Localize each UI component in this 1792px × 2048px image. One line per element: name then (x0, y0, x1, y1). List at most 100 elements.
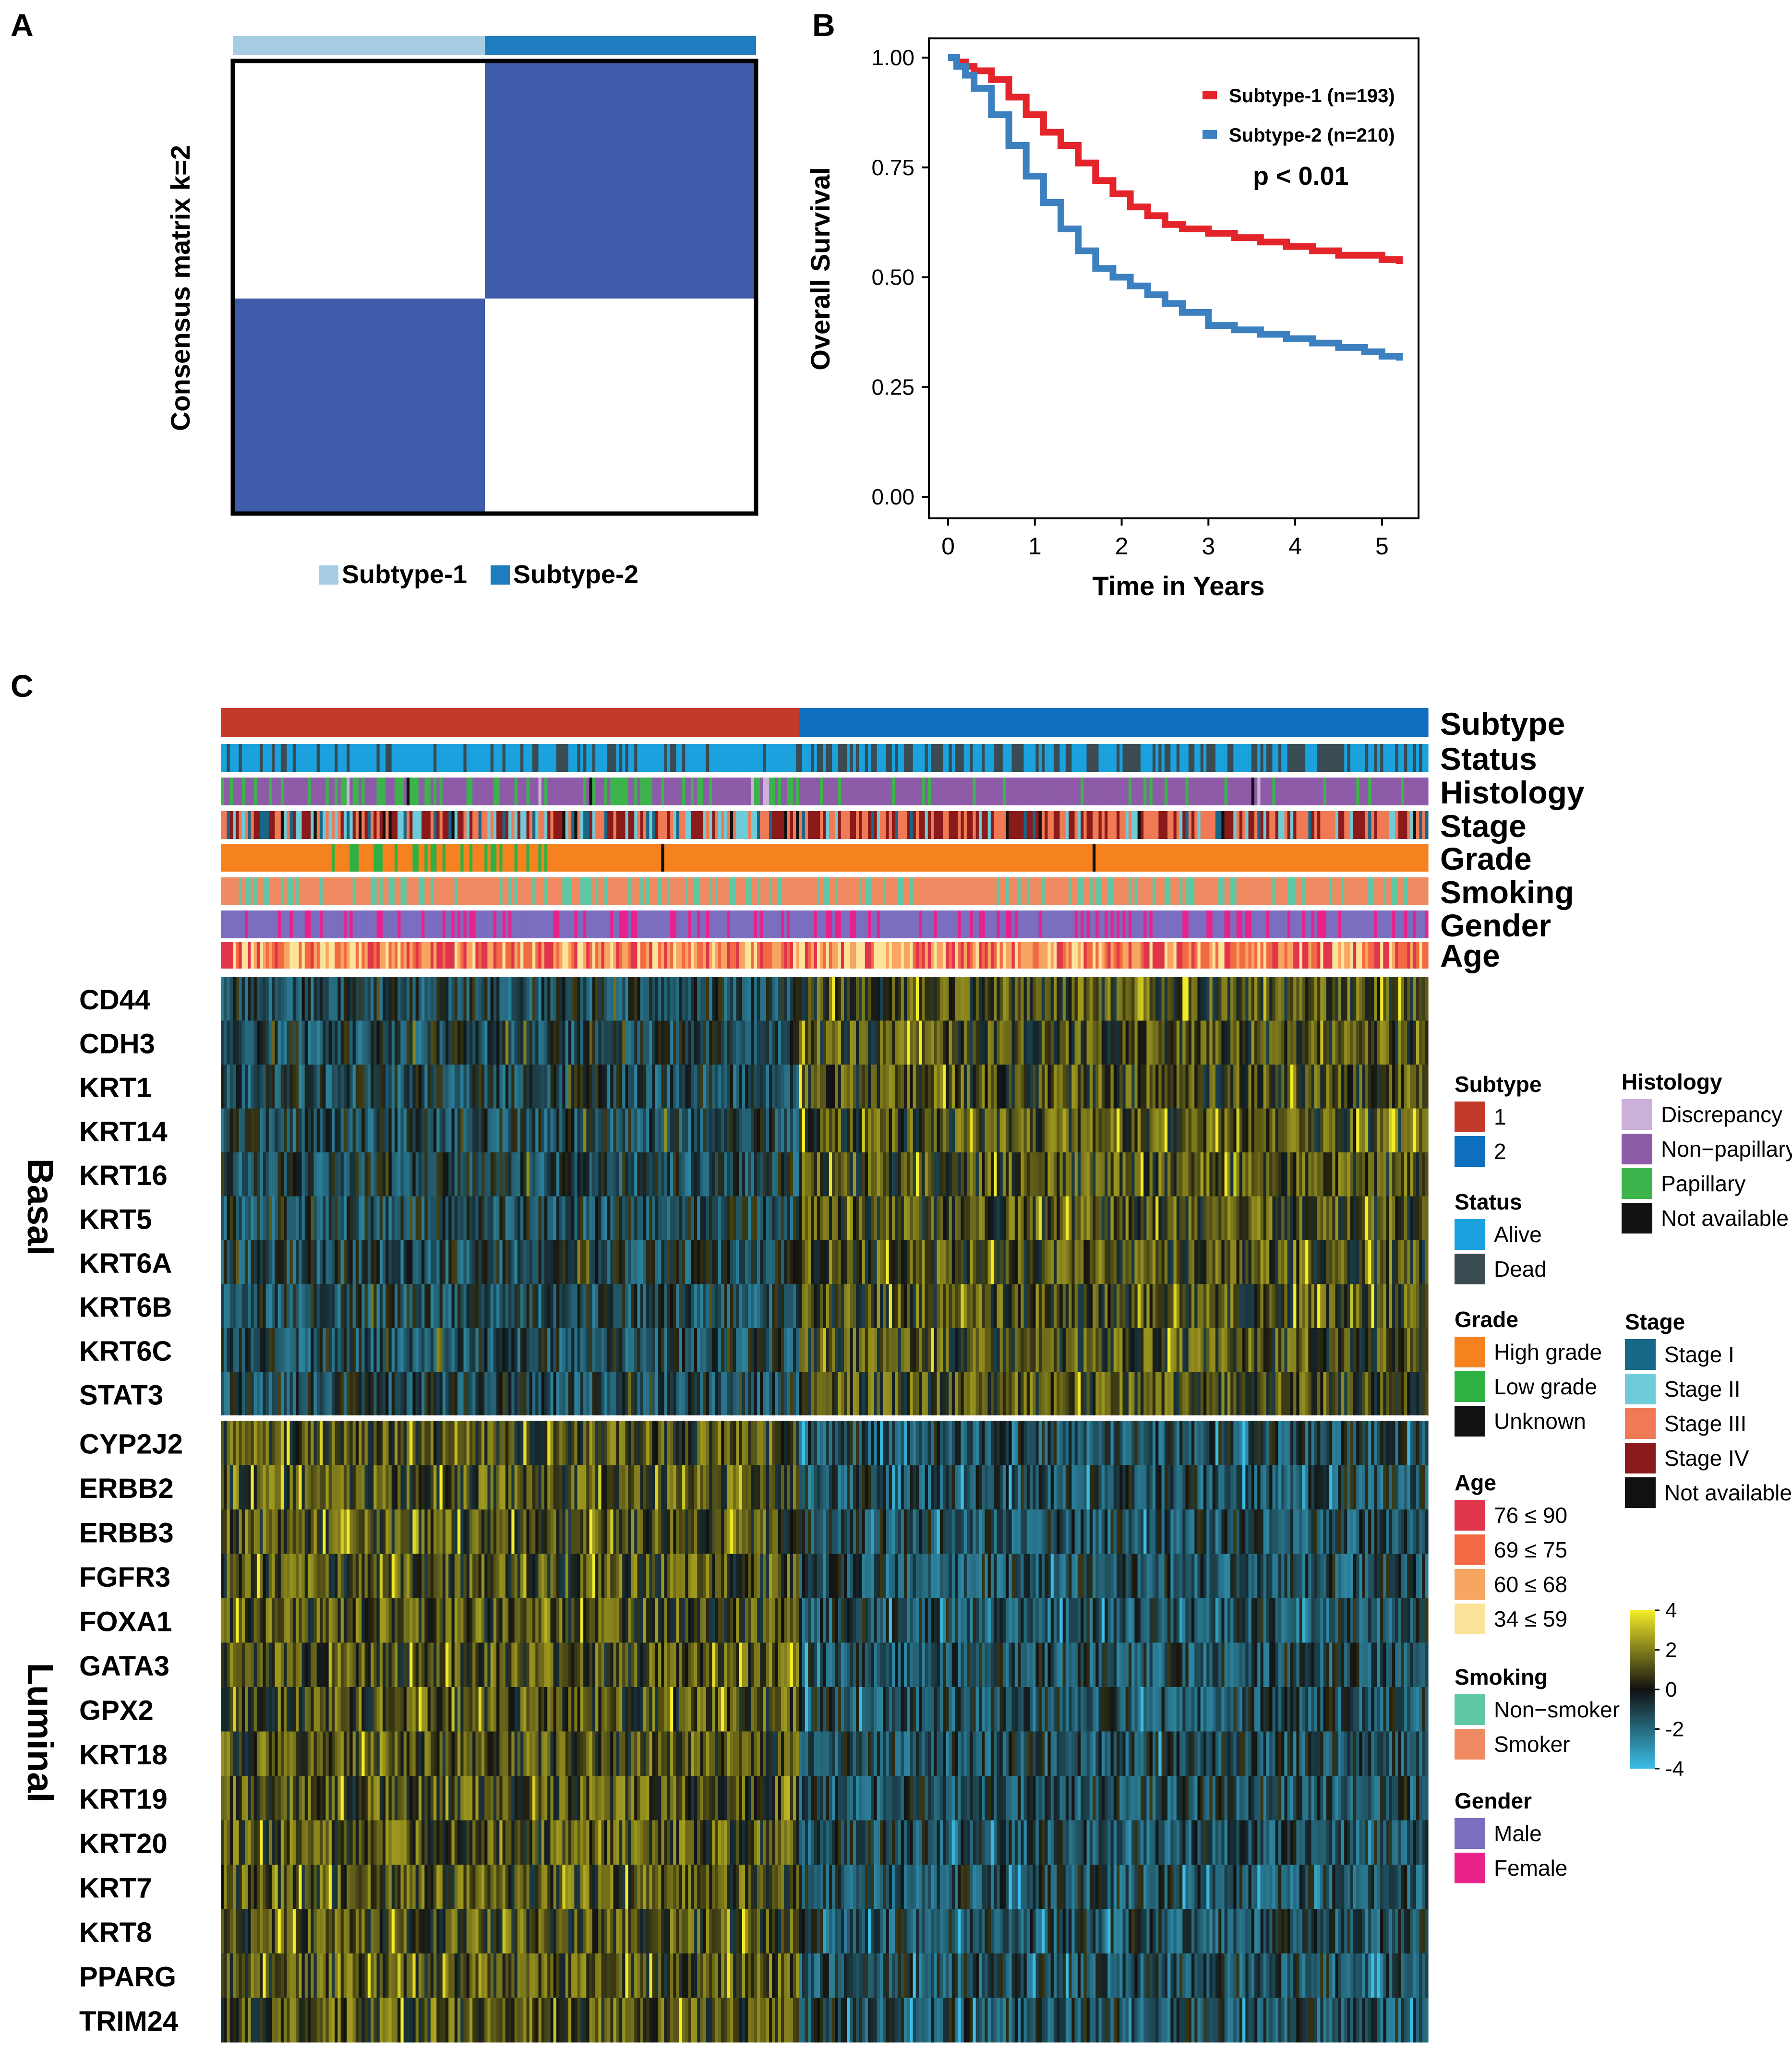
annotation-cell (253, 910, 257, 938)
annotation-cell (978, 942, 982, 969)
heatmap-cell (376, 1020, 380, 1065)
annotation-cell (296, 942, 299, 969)
annotation-cell (316, 811, 320, 839)
annotation-cell (331, 778, 335, 805)
annotation-cell (1164, 942, 1168, 969)
annotation-cell (1287, 844, 1291, 872)
annotation-cell (619, 811, 623, 839)
heatmap-cell (244, 1152, 248, 1197)
heatmap-cell (763, 977, 767, 1021)
annotation-cell (562, 708, 566, 737)
annotation-cell (1062, 877, 1066, 905)
annotation-cell (682, 910, 686, 938)
annotation-cell (1011, 811, 1015, 839)
annotation-cell (577, 708, 581, 737)
heatmap-cell (670, 1065, 674, 1109)
annotation-cell (221, 910, 224, 938)
heatmap-cell (670, 977, 674, 1021)
heatmap-cell (613, 1065, 617, 1109)
heatmap-cell (937, 1020, 940, 1065)
annotation-cell (1035, 910, 1039, 938)
heatmap-cell (706, 977, 710, 1021)
heatmap-cell (832, 1020, 835, 1065)
annotation-cell (778, 942, 782, 969)
annotation-cell (939, 778, 943, 805)
annotation-cell (1134, 744, 1138, 772)
heatmap-cell (577, 1020, 581, 1065)
heatmap-cell (427, 1020, 431, 1065)
annotation-cell (757, 811, 760, 839)
annotation-cell (355, 844, 359, 872)
heatmap-cell (901, 1108, 904, 1153)
annotation-cell (811, 942, 815, 969)
heatmap-cell (1326, 1108, 1330, 1153)
annotation-cell (628, 811, 632, 839)
annotation-cell (871, 910, 875, 938)
annotation-cell (613, 744, 617, 772)
annotation-cell (1356, 811, 1360, 839)
annotation-cell (376, 877, 380, 905)
annotation-cell (316, 844, 320, 872)
annotation-cell (655, 744, 659, 772)
annotation-cell (224, 844, 228, 872)
annotation-cell (901, 778, 904, 805)
annotation-cell (1146, 877, 1150, 905)
annotation-cell (1383, 708, 1387, 737)
heatmap-cell (649, 1108, 653, 1153)
annotation-cell (1407, 744, 1411, 772)
annotation-cell (1191, 877, 1195, 905)
annotation-cell (1326, 811, 1330, 839)
annotation-cell (927, 744, 931, 772)
annotation-cell (1069, 942, 1072, 969)
heatmap-cell (790, 977, 794, 1021)
heatmap-cell (1116, 1020, 1120, 1065)
annotation-cell (499, 778, 503, 805)
heatmap-cell (307, 1065, 311, 1109)
heatmap-cell (319, 1152, 323, 1197)
heatmap-cell (532, 1020, 536, 1065)
annotation-cell (820, 844, 823, 872)
annotation-cell (676, 942, 680, 969)
km-legend-label-subtype-1: Subtype-1 (n=193) (1229, 85, 1395, 107)
annotation-cell (901, 942, 904, 969)
heatmap-cell (925, 1020, 928, 1065)
annotation-cell (1401, 811, 1405, 839)
heatmap-cell (985, 1065, 988, 1109)
heatmap-cell (1374, 1020, 1378, 1065)
heatmap-cell (335, 1152, 338, 1197)
heatmap-cell (1302, 1020, 1306, 1065)
heatmap-cell (1296, 977, 1300, 1021)
annotation-cell (1305, 910, 1309, 938)
annotation-cell (856, 778, 859, 805)
heatmap-cell (232, 977, 236, 1021)
annotation-cell (526, 942, 530, 969)
heatmap-cell (236, 1065, 240, 1109)
heatmap-cell (943, 1065, 946, 1109)
annotation-cell (284, 877, 287, 905)
annotation-cell (586, 811, 590, 839)
annotation-cell (304, 778, 308, 805)
annotation-cell (371, 811, 374, 839)
annotation-cell (502, 942, 506, 969)
heatmap-cell (331, 1020, 335, 1065)
heatmap-cell (784, 1020, 788, 1065)
annotation-cell (499, 811, 503, 839)
annotation-cell (823, 910, 827, 938)
heatmap-cell (963, 977, 967, 1021)
annotation-cell (287, 811, 290, 839)
annotation-cell (364, 910, 368, 938)
annotation-cell (1113, 877, 1117, 905)
heatmap-cell (433, 977, 437, 1021)
annotation-cell (1386, 942, 1390, 969)
annotation-cell (649, 778, 653, 805)
annotation-cell (763, 942, 767, 969)
annotation-cell (505, 744, 509, 772)
annotation-cell (535, 844, 539, 872)
heatmap-cell (820, 1020, 823, 1065)
heatmap-cell (922, 977, 926, 1021)
heatmap-cell (571, 977, 575, 1021)
heatmap-cell (1326, 1065, 1330, 1109)
annotation-cell (1320, 942, 1324, 969)
annotation-cell (913, 708, 916, 737)
annotation-cell (811, 744, 815, 772)
